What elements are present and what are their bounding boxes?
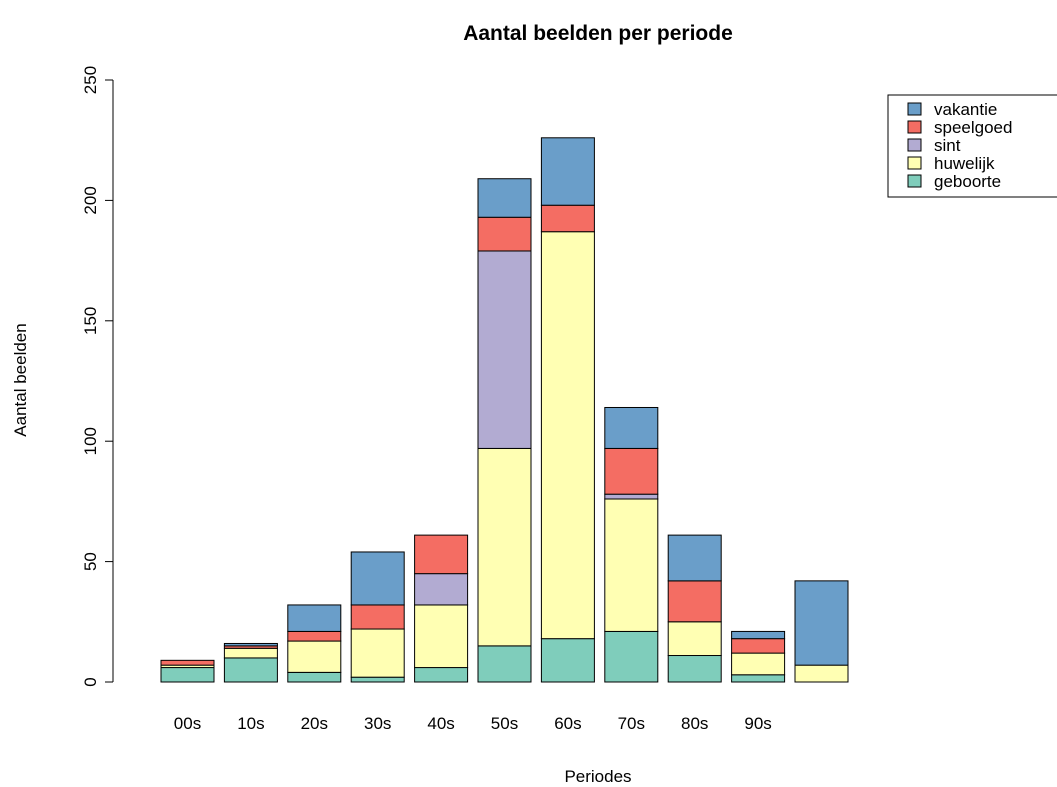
bar-segment-speelgoed <box>350 604 405 630</box>
bar-segment-huwelijk <box>223 647 278 659</box>
x-tick-label: 20s <box>301 714 328 733</box>
bar-segment-geboorte <box>731 674 786 683</box>
x-axis-label: Periodes <box>564 767 631 786</box>
bars-group <box>160 137 849 683</box>
legend-label-huwelijk: huwelijk <box>934 154 995 173</box>
bar-segment-vakantie <box>223 642 278 647</box>
legend-swatch-speelgoed <box>907 120 922 134</box>
bar-segment-speelgoed <box>667 580 722 623</box>
y-tick-label: 0 <box>81 677 100 686</box>
bar-segment-geboorte <box>287 671 342 683</box>
bar-segment-vakantie <box>731 630 786 640</box>
y-axis: 0 50 100 150 200 250 <box>81 66 114 687</box>
x-tick-label: 40s <box>427 714 454 733</box>
x-tick-label: 10s <box>237 714 264 733</box>
bar-segment-vakantie <box>350 551 405 606</box>
chart-title: Aantal beelden per periode <box>463 22 733 45</box>
legend-swatch-geboorte <box>907 174 922 188</box>
y-tick-label: 50 <box>81 552 100 571</box>
bar-segment-speelgoed <box>604 447 659 495</box>
bar-segment-sint <box>477 250 532 449</box>
bar-segment-vakantie <box>477 178 532 218</box>
x-tick-label: 80s <box>681 714 708 733</box>
x-tick-label: 00s <box>174 714 201 733</box>
y-tick-label: 200 <box>81 186 100 214</box>
bar-segment-vakantie <box>667 534 722 582</box>
bar-segment-speelgoed <box>731 638 786 654</box>
bar-segment-vakantie <box>287 604 342 632</box>
x-tick-label: 50s <box>491 714 518 733</box>
bar-segment-geboorte <box>477 645 532 683</box>
bar-segment-speelgoed <box>160 659 215 666</box>
bar-segment-speelgoed <box>540 204 595 233</box>
bar-segment-geboorte <box>160 667 215 683</box>
bar-segment-huwelijk <box>731 652 786 676</box>
bar-segment-vakantie <box>794 580 849 666</box>
y-tick-label: 150 <box>81 307 100 335</box>
bar-segment-huwelijk <box>604 498 659 632</box>
y-tick-label: 250 <box>81 66 100 94</box>
bar-segment-speelgoed <box>414 534 469 575</box>
x-tick-label: 60s <box>554 714 581 733</box>
bar-segment-huwelijk <box>477 447 532 647</box>
legend-label-speelgoed: speelgoed <box>934 118 1012 137</box>
bar-segment-sint <box>414 573 469 606</box>
x-tick-label: 70s <box>618 714 645 733</box>
bar-segment-sint <box>604 493 659 500</box>
bar-segment-speelgoed <box>477 216 532 252</box>
legend-swatch-sint <box>907 138 922 152</box>
bar-segment-huwelijk <box>287 640 342 673</box>
bar-segment-vakantie <box>540 137 595 206</box>
legend-label-sint: sint <box>934 136 961 155</box>
bar-segment-geboorte <box>414 667 469 683</box>
legend-swatch-vakantie <box>907 102 922 116</box>
bar-segment-geboorte <box>604 630 659 683</box>
legend-swatch-huwelijk <box>907 156 922 170</box>
x-tick-labels: 00s 10s 20s 30s 40s 50s 60s 70s 80s 90s <box>174 714 772 733</box>
legend-label-geboorte: geboorte <box>934 172 1001 191</box>
legend-label-vakantie: vakantie <box>934 100 997 119</box>
bar-segment-huwelijk <box>794 664 849 683</box>
bar-segment-vakantie <box>604 406 659 449</box>
bar-segment-huwelijk <box>540 231 595 640</box>
bar-segment-geboorte <box>667 655 722 683</box>
bar-segment-huwelijk <box>414 604 469 669</box>
bar-segment-geboorte <box>350 676 405 683</box>
y-tick-label: 100 <box>81 427 100 455</box>
bar-segment-huwelijk <box>667 621 722 657</box>
x-tick-label: 30s <box>364 714 391 733</box>
x-tick-label: 90s <box>744 714 771 733</box>
bar-segment-geboorte <box>540 638 595 683</box>
bar-segment-geboorte <box>223 657 278 683</box>
y-axis-label: Aantal beelden <box>11 323 30 436</box>
bar-segment-speelgoed <box>287 630 342 642</box>
bar-segment-huwelijk <box>350 628 405 678</box>
